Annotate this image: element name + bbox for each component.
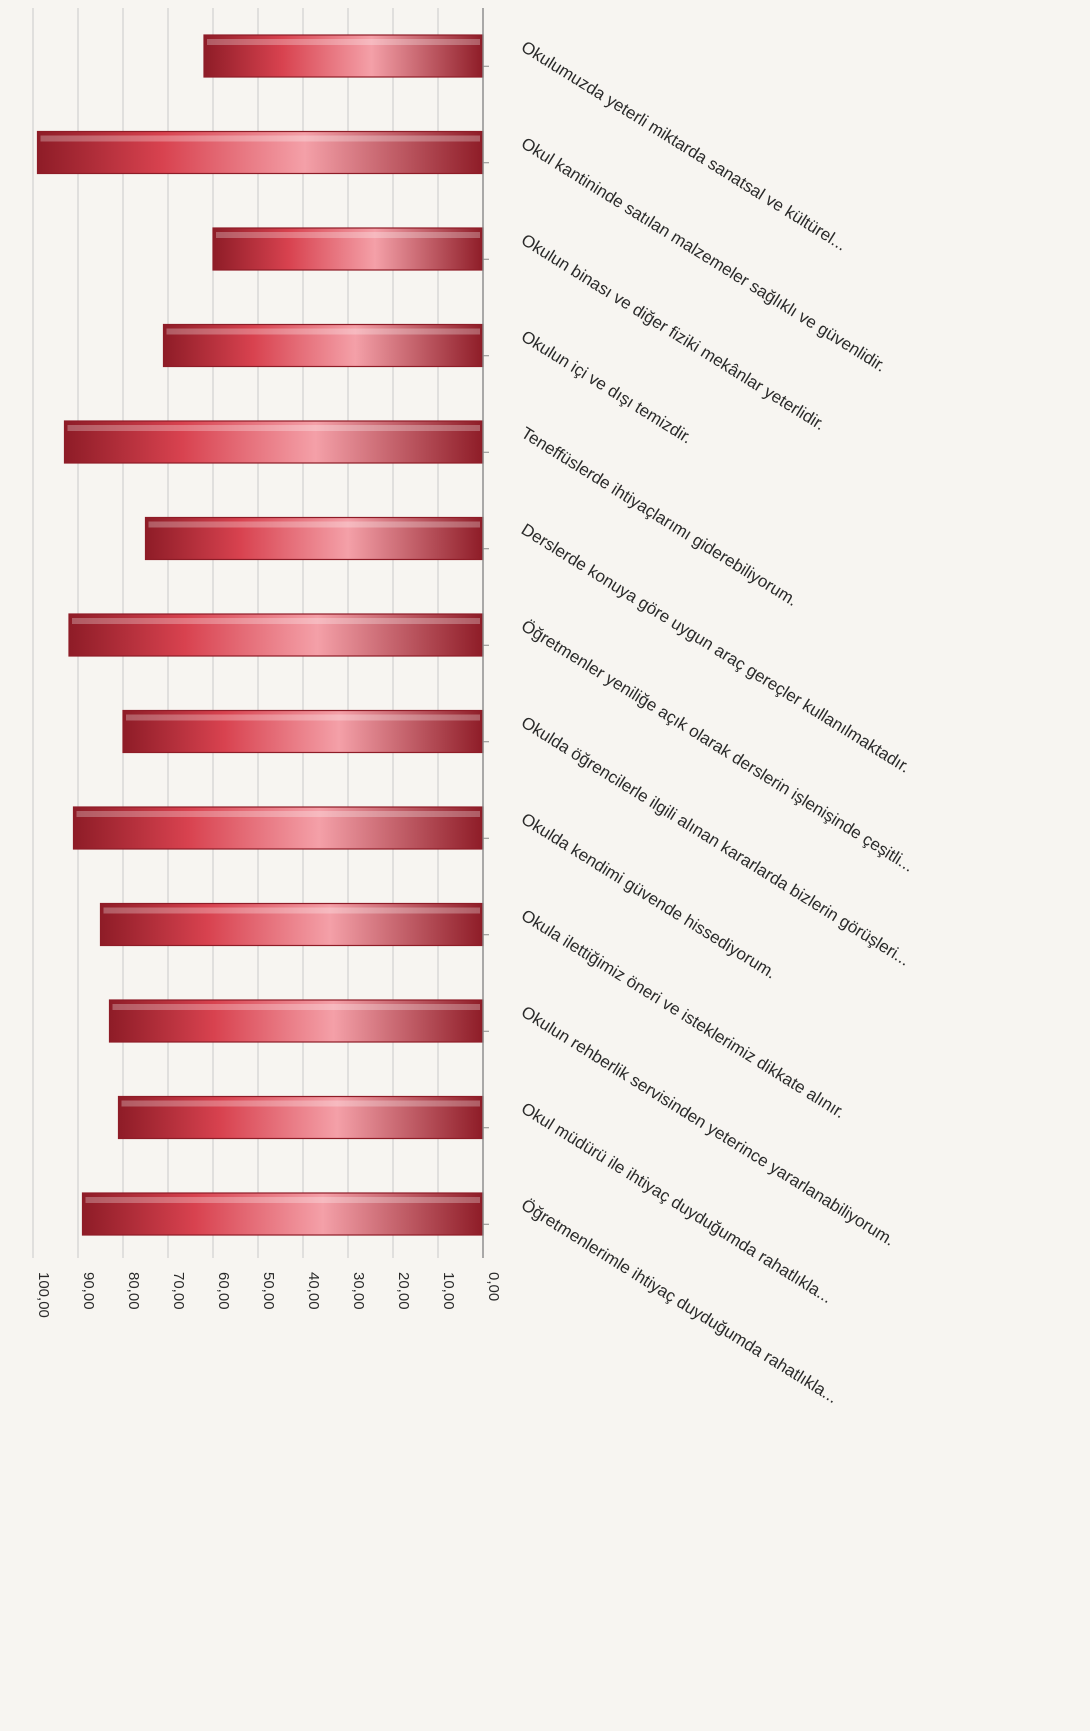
bar (203, 34, 484, 78)
tick-label: 20,00 (395, 1272, 412, 1310)
bar (63, 420, 484, 464)
bar (108, 999, 484, 1043)
category-label: Teneffüslerde ihtiyaçlarımı giderebiliyo… (518, 423, 801, 610)
bar-highlight (72, 618, 480, 624)
bars (36, 34, 484, 1236)
bar-highlight (166, 328, 480, 335)
category-label: Okulun içi ve dışı temizdir. (518, 327, 696, 448)
tick-label: 50,00 (260, 1272, 277, 1310)
bar-highlight (126, 714, 480, 721)
bar-highlight (121, 1100, 480, 1107)
bar (162, 323, 484, 368)
tick-label: 30,00 (350, 1272, 367, 1310)
tick-label: 10,00 (440, 1272, 457, 1310)
category-label: Okula ilettiğimiz öneri ve isteklerimiz … (518, 906, 849, 1122)
value-axis: 0,00 10,00 20,00 30,00 40,00 50,00 60,00 70,00 8… (35, 8, 502, 1318)
bar-highlight (207, 39, 480, 45)
bar (144, 516, 484, 561)
bar (72, 806, 484, 850)
bar-highlight (67, 425, 480, 431)
tick-label: 100,00 (35, 1272, 52, 1318)
category-label: Okulun binası ve diğer fiziki mekânlar y… (518, 230, 829, 434)
category-label: Öğretmenlerimle ihtiyaç duyduğumda rahat… (518, 1195, 841, 1407)
tick-label: 60,00 (215, 1272, 232, 1310)
bar-highlight (103, 907, 480, 914)
bar-highlight (216, 232, 480, 238)
bar-highlight (112, 1004, 480, 1010)
category-label: Okulda kendimi güvende hissediyorum. (518, 809, 780, 982)
category-label: Okul müdürü ile ihtiyaç duyduğumda rahat… (518, 1099, 836, 1307)
bar (117, 1095, 484, 1140)
category-labels: Okulumuzda yeterli miktarda sanatsal ve … (518, 37, 917, 1407)
bar-highlight (40, 135, 480, 142)
bar (99, 902, 484, 947)
bar-highlight (85, 1197, 480, 1203)
tick-label: 40,00 (305, 1272, 322, 1310)
tick-label: 0,00 (485, 1272, 502, 1301)
tick-label: 80,00 (125, 1272, 142, 1310)
bar-highlight (76, 811, 480, 817)
category-label: Okulumuzda yeterli miktarda sanatsal ve … (518, 37, 850, 254)
bar (68, 613, 484, 657)
bar (81, 1192, 484, 1236)
bar (36, 130, 484, 175)
tick-label: 70,00 (170, 1272, 187, 1310)
bar-highlight (148, 521, 480, 528)
tick-label: 90,00 (80, 1272, 97, 1310)
